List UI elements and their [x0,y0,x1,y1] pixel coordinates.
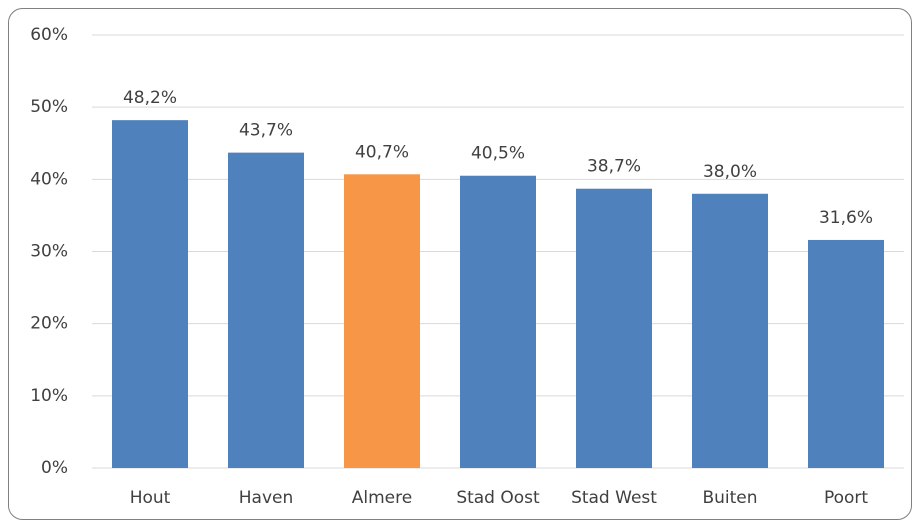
bar [692,193,768,468]
x-tick-label: Buiten [702,488,757,508]
y-tick-label: 30% [30,242,68,262]
data-label: 43,7% [239,121,293,141]
y-tick-label: 60% [30,25,68,45]
data-label: 40,5% [471,144,525,164]
y-tick-label: 0% [41,458,68,478]
x-tick-label: Poort [824,488,868,508]
y-tick-label: 10% [30,386,68,406]
bar [460,175,536,468]
y-tick-label: 40% [30,169,68,189]
data-label: 48,2% [123,88,177,108]
bar [112,120,188,468]
bar [344,174,420,468]
bar [576,188,652,468]
x-tick-label: Hout [130,488,171,508]
data-label: 40,7% [355,142,409,162]
x-tick-label: Stad West [571,488,657,508]
x-tick-label: Haven [239,488,294,508]
x-tick-label: Almere [352,488,412,508]
bar [808,239,884,468]
y-tick-label: 50% [30,97,68,117]
y-tick-label: 20% [30,314,68,334]
x-tick-label: Stad Oost [456,488,540,508]
data-label: 38,0% [703,162,757,182]
data-label: 31,6% [819,208,873,228]
data-label: 38,7% [587,157,641,177]
bar [228,152,304,469]
